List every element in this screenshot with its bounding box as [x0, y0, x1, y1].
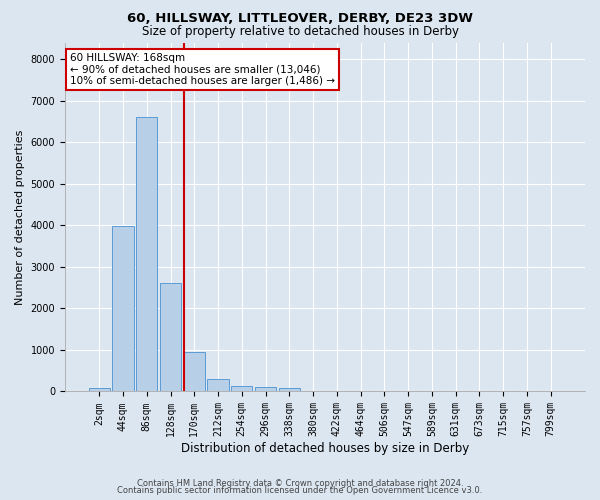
Y-axis label: Number of detached properties: Number of detached properties — [15, 130, 25, 304]
Bar — [208, 378, 229, 392]
Bar — [255, 387, 276, 392]
X-axis label: Distribution of detached houses by size in Derby: Distribution of detached houses by size … — [181, 442, 469, 455]
Text: 60 HILLSWAY: 168sqm
← 90% of detached houses are smaller (13,046)
10% of semi-de: 60 HILLSWAY: 168sqm ← 90% of detached ho… — [70, 53, 335, 86]
Bar — [112, 226, 134, 392]
Text: Size of property relative to detached houses in Derby: Size of property relative to detached ho… — [142, 25, 458, 38]
Bar — [184, 352, 205, 392]
Bar — [231, 386, 253, 392]
Bar — [136, 118, 157, 392]
Bar — [160, 282, 181, 392]
Text: Contains HM Land Registry data © Crown copyright and database right 2024.: Contains HM Land Registry data © Crown c… — [137, 478, 463, 488]
Text: 60, HILLSWAY, LITTLEOVER, DERBY, DE23 3DW: 60, HILLSWAY, LITTLEOVER, DERBY, DE23 3D… — [127, 12, 473, 26]
Text: Contains public sector information licensed under the Open Government Licence v3: Contains public sector information licen… — [118, 486, 482, 495]
Bar — [278, 388, 300, 392]
Bar — [89, 388, 110, 392]
